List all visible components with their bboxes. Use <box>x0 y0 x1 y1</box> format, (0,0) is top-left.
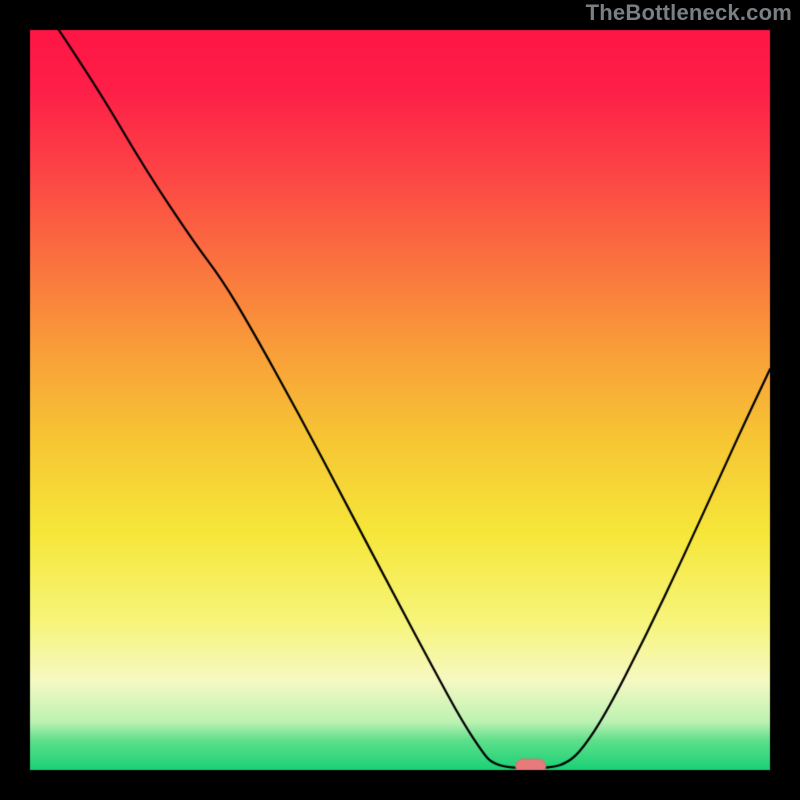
bottleneck-chart-canvas <box>0 0 800 800</box>
watermark-text: TheBottleneck.com <box>586 0 792 26</box>
